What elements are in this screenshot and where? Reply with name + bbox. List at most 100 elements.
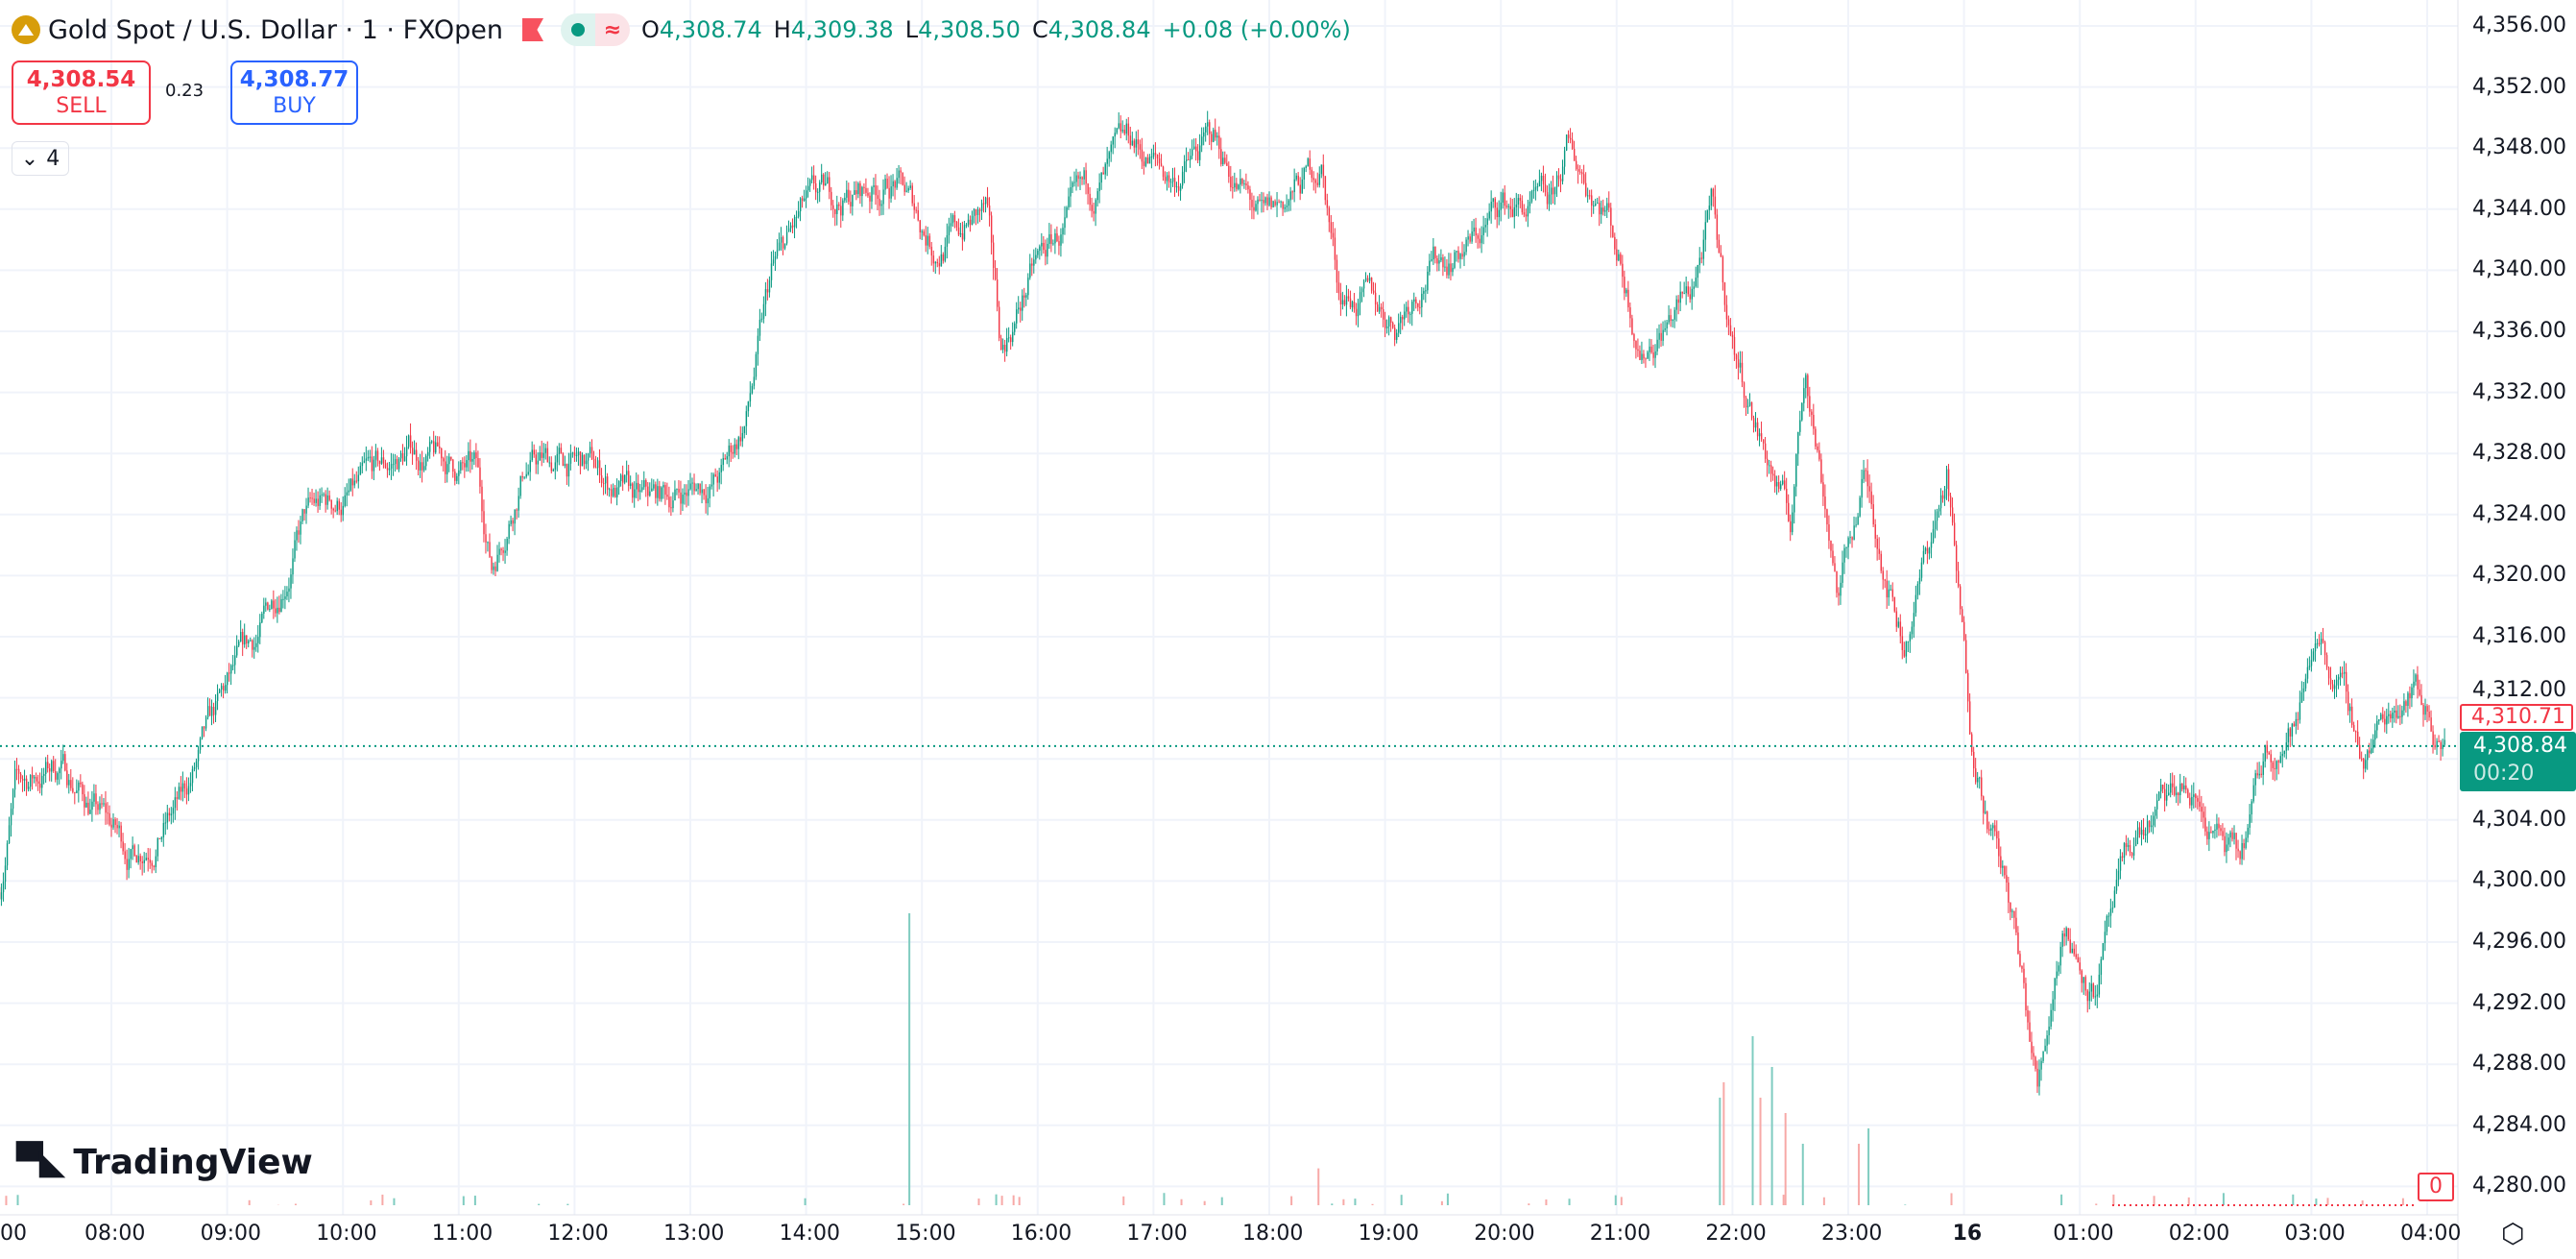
- candle-body: [6, 843, 9, 866]
- candle-body: [1158, 157, 1161, 164]
- candle-body: [2395, 710, 2397, 718]
- candle-body: [1048, 233, 1050, 244]
- candle-body: [834, 208, 836, 214]
- candle-body: [510, 520, 512, 524]
- candle-body: [1083, 170, 1085, 180]
- candle-body: [2436, 740, 2438, 748]
- candle-body: [1973, 751, 1975, 769]
- candle-body: [789, 225, 792, 229]
- candle-body: [678, 489, 680, 493]
- candle-body: [1559, 179, 1562, 182]
- candle-body: [359, 466, 362, 475]
- candle-body: [2187, 789, 2189, 798]
- indicators-toggle[interactable]: ⌄ 4: [12, 141, 69, 176]
- candle-body: [2208, 832, 2210, 839]
- buy-button[interactable]: 4,308.77 BUY: [230, 61, 358, 125]
- candle-body: [1494, 198, 1496, 208]
- candle-body: [811, 175, 813, 181]
- candle-body: [338, 500, 340, 510]
- candle-body: [1216, 135, 1218, 138]
- candle-body: [2113, 890, 2116, 908]
- price-axis-label: 4,296.00: [2472, 930, 2566, 954]
- candle-body: [909, 185, 911, 188]
- sell-button[interactable]: 4,308.54 SELL: [12, 61, 151, 125]
- candle-body: [594, 467, 597, 469]
- volume-bar: [1822, 1197, 1825, 1205]
- candle-body: [877, 195, 879, 199]
- candle-body: [913, 203, 915, 210]
- flag-icon[interactable]: [522, 18, 544, 41]
- candle-body: [172, 808, 175, 814]
- candle-body: [1154, 153, 1157, 155]
- symbol-title[interactable]: Gold Spot / U.S. Dollar · 1 · FXOpen: [48, 14, 504, 45]
- candle-body: [1201, 136, 1203, 146]
- candle-body: [564, 464, 566, 466]
- candle-body: [2325, 655, 2328, 667]
- candle-body: [1187, 158, 1190, 160]
- sell-price: 4,308.54: [26, 67, 136, 92]
- candle-body: [919, 220, 921, 232]
- high-price-tag-text: 4,310.71: [2471, 705, 2565, 730]
- candle-body: [1081, 177, 1083, 180]
- candle-body: [1102, 172, 1104, 175]
- candle-body: [2245, 837, 2247, 849]
- candle-body: [2148, 820, 2151, 828]
- candle-body: [1866, 471, 1868, 487]
- candle-body: [15, 768, 18, 770]
- candle-body: [2206, 831, 2208, 839]
- candle-body: [55, 770, 57, 780]
- candle-body: [1563, 150, 1566, 167]
- candle-body: [74, 791, 76, 793]
- candle-body: [863, 186, 865, 188]
- candle-body: [1792, 512, 1794, 533]
- candle-body: [2333, 685, 2336, 690]
- candle-body: [1183, 160, 1186, 172]
- candle-body: [1043, 242, 1045, 251]
- candle-body: [2302, 688, 2305, 692]
- candle-body: [1843, 547, 1845, 563]
- candle-body: [844, 197, 846, 201]
- candle-body: [344, 495, 347, 506]
- settings-hex-icon[interactable]: ⬡: [2501, 1218, 2525, 1249]
- candle-body: [1429, 260, 1431, 272]
- candle-body: [632, 483, 634, 498]
- time-axis-label: 01:00: [2053, 1222, 2114, 1246]
- candle-body: [1721, 256, 1724, 283]
- candle-body: [579, 451, 582, 467]
- candle-body: [466, 460, 468, 468]
- candle-body: [2079, 962, 2081, 971]
- candle-body: [2073, 948, 2075, 955]
- candle-body: [1803, 388, 1805, 403]
- candle-body: [2193, 794, 2195, 797]
- candle-body: [2434, 744, 2436, 748]
- candle-body: [493, 566, 494, 570]
- candle-body: [1185, 158, 1188, 161]
- candle-body: [1689, 294, 1691, 300]
- volume-bar: [1568, 1198, 1571, 1205]
- price-axis-label: 4,300.00: [2472, 868, 2566, 893]
- candle-body: [321, 494, 323, 496]
- tradingview-logo[interactable]: ▀◣ TradingView: [16, 1143, 313, 1182]
- candle-body: [566, 464, 568, 477]
- candle-body: [1899, 621, 1902, 637]
- candle-body: [2131, 852, 2133, 856]
- price-axis-label: 4,328.00: [2472, 441, 2566, 466]
- candle-body: [80, 782, 82, 785]
- candle-body: [1737, 359, 1740, 368]
- volume-bar: [1782, 1195, 1785, 1205]
- candle-body: [2046, 1035, 2048, 1046]
- candle-body: [2411, 687, 2413, 699]
- candle-body: [1382, 309, 1384, 320]
- candle-body: [2146, 820, 2149, 835]
- candle-body: [1203, 132, 1205, 137]
- candle-body: [1299, 184, 1301, 194]
- candle-body: [1752, 418, 1755, 428]
- candle-body: [1266, 197, 1268, 206]
- market-status-icon[interactable]: ≈: [561, 13, 631, 46]
- candle-body: [1983, 796, 1985, 813]
- candle-body: [1079, 177, 1081, 180]
- candle-body: [309, 497, 311, 499]
- candle-body: [60, 761, 62, 769]
- candle-body: [2300, 691, 2303, 703]
